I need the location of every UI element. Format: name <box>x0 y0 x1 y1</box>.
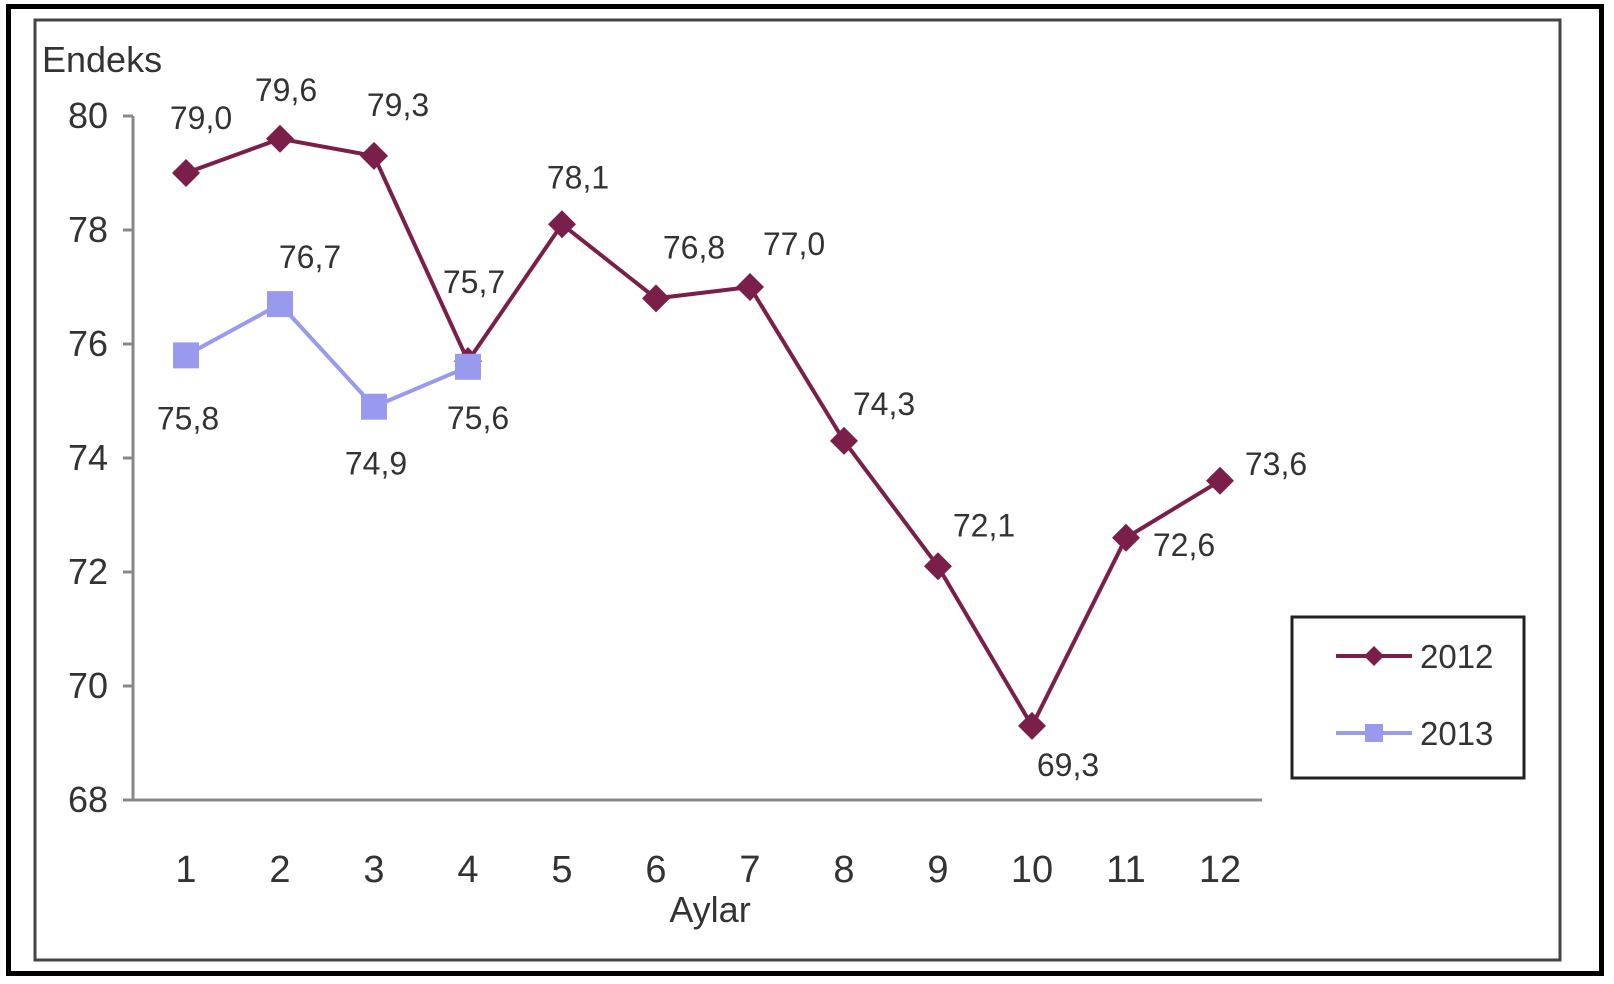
data-point-2012 <box>642 284 670 313</box>
y-axis-title: Endeks <box>42 39 162 80</box>
data-point-2013 <box>455 353 481 380</box>
y-tick-label: 80 <box>68 95 108 136</box>
data-label-2012: 76,8 <box>663 229 725 265</box>
y-tick-label: 76 <box>68 323 108 364</box>
data-label-2012: 72,1 <box>953 507 1015 543</box>
x-tick-label: 8 <box>833 849 854 891</box>
legend-marker-2012 <box>1364 646 1384 666</box>
data-label-2012: 78,1 <box>547 159 609 195</box>
x-tick-label: 2 <box>269 849 290 891</box>
data-point-2012 <box>266 124 294 153</box>
y-tick-group: 68 70 72 74 76 78 80 <box>68 95 133 820</box>
x-axis-title: Aylar <box>669 889 750 930</box>
data-point-2012 <box>1112 523 1140 552</box>
data-label-2012: 77,0 <box>763 226 825 262</box>
data-label-2012: 73,6 <box>1245 446 1307 482</box>
data-point-2013 <box>361 393 387 420</box>
data-label-2012: 75,7 <box>443 264 505 300</box>
chart-frame <box>33 18 1562 962</box>
x-tick-label: 4 <box>457 849 478 891</box>
data-label-2012: 72,6 <box>1153 527 1215 563</box>
y-tick-label: 78 <box>68 209 108 250</box>
y-tick-label: 72 <box>68 551 108 592</box>
x-tick-label: 7 <box>739 849 760 891</box>
legend: 2012 2013 <box>1290 615 1526 780</box>
x-tick-label: 5 <box>551 849 572 891</box>
y-tick-label: 70 <box>68 665 108 706</box>
x-tick-label: 12 <box>1199 849 1241 891</box>
data-label-2012: 74,3 <box>853 386 915 422</box>
data-point-2012 <box>1018 711 1046 740</box>
x-tick-label: 11 <box>1106 849 1145 891</box>
data-label-2012: 69,3 <box>1037 747 1099 783</box>
data-point-2013 <box>267 291 293 318</box>
series-layer <box>172 124 1234 740</box>
data-label-2013: 75,8 <box>157 400 219 436</box>
data-point-2012 <box>360 141 388 170</box>
x-tick-label: 10 <box>1011 849 1053 891</box>
x-tick-label: 6 <box>645 849 666 891</box>
data-label-2012: 79,3 <box>367 87 429 123</box>
data-label-2013: 76,7 <box>279 239 341 275</box>
x-tick-label: 9 <box>927 849 948 891</box>
data-label-2012: 79,6 <box>255 72 317 108</box>
x-tick-group: 1 2 3 4 5 6 7 8 9 10 11 12 <box>175 849 1241 891</box>
legend-label-2012: 2012 <box>1420 638 1493 675</box>
legend-box <box>1290 615 1526 780</box>
data-point-2012 <box>736 273 764 301</box>
data-label-2013: 75,6 <box>447 400 509 436</box>
x-tick-label: 3 <box>363 849 384 891</box>
data-point-2012 <box>924 552 952 581</box>
y-tick-label: 68 <box>68 779 108 820</box>
y-tick-label: 74 <box>68 437 108 478</box>
data-point-2012 <box>1206 466 1234 495</box>
data-label-2013: 74,9 <box>345 446 407 482</box>
data-point-2012 <box>172 159 200 187</box>
data-label-2012: 79,0 <box>170 100 232 136</box>
legend-marker-2013 <box>1365 724 1383 742</box>
series-line-2012 <box>185 136 1222 731</box>
x-tick-label: 1 <box>175 849 196 891</box>
series-line-2013 <box>185 301 469 410</box>
data-point-2012 <box>830 426 858 455</box>
data-label-layer: 79,0 79,6 79,3 75,7 78,1 76,8 77,0 74,3 72,1 69,3… <box>157 72 1307 783</box>
data-point-2012 <box>548 210 576 239</box>
legend-label-2013: 2013 <box>1420 715 1493 752</box>
data-point-2013 <box>173 342 199 369</box>
